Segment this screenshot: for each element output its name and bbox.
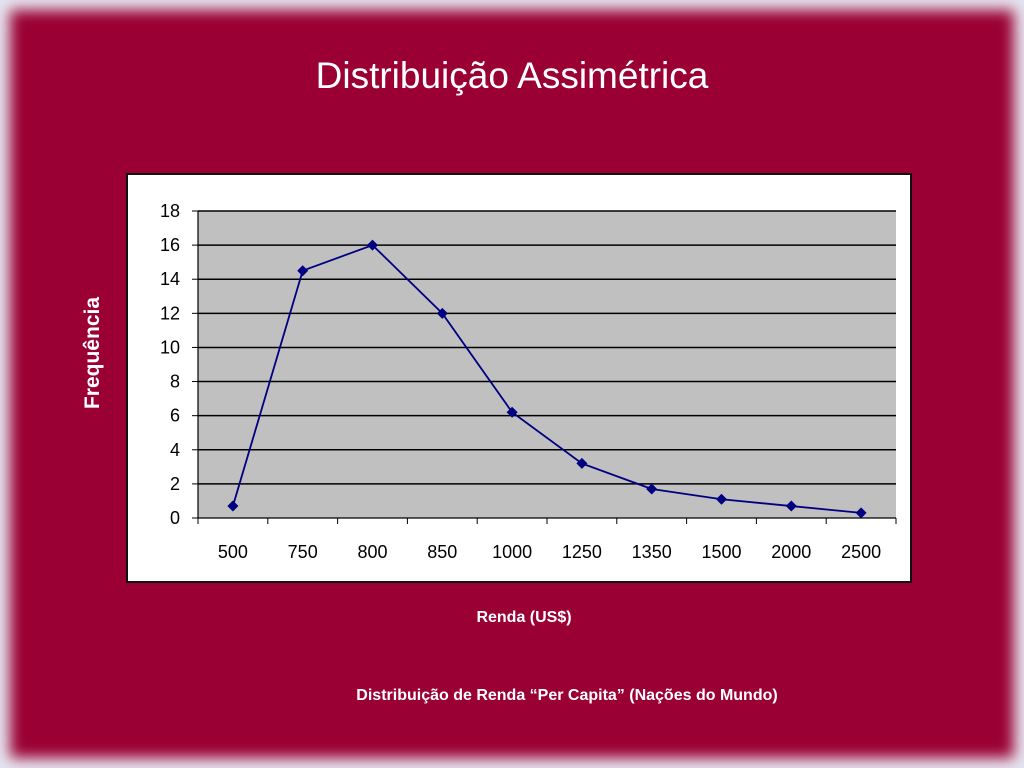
data-point-marker [785,500,797,512]
data-point-marker [297,265,309,277]
y-tick-label: 10 [160,337,180,357]
slide-title: Distribuição Assimétrica [315,55,709,96]
y-tick-label: 6 [170,406,180,426]
x-tick-label: 2500 [841,542,881,562]
gridlines [198,210,896,485]
y-tick-label: 8 [170,372,180,392]
series-group [227,239,867,519]
x-axis-label: Renda (US$) [476,609,572,626]
data-point-marker [506,406,518,418]
y-tick-label: 14 [160,269,180,289]
x-tick-label: 500 [218,542,248,562]
plot-area [198,211,896,518]
x-tick-label: 1350 [632,542,672,562]
y-axis-label: Frequência [81,296,104,410]
line-chart: 0 2 4 6 8 10 12 14 16 18 500 750 800 850 1000 1250 1350… [160,201,897,562]
data-point-marker [646,483,658,495]
x-tick-label: 1250 [562,542,602,562]
y-tick-label: 4 [170,440,180,460]
x-tick-label: 1000 [492,542,532,562]
series-line [232,244,862,514]
data-point-marker [855,507,867,519]
data-point-marker [367,239,378,251]
chart-container: 0 2 4 6 8 10 12 14 16 18 500 750 800 850 1000 1250 1350… [126,173,912,583]
data-point-marker [227,500,239,512]
x-tick-label: 800 [357,542,387,562]
x-tick-label: 2000 [771,542,811,562]
data-point-marker [436,307,448,319]
y-tick-label: 2 [170,474,180,494]
y-tick-label: 0 [170,508,180,528]
x-tick-label: 1500 [701,542,741,562]
axes [197,211,896,519]
x-axis-ticks: 500 750 800 850 1000 1250 1350 1500 2000 2500 [197,518,897,562]
x-tick-label: 850 [427,542,457,562]
y-axis-ticks: 0 2 4 6 8 10 12 14 16 18 [160,201,198,528]
y-tick-label: 12 [160,303,180,323]
data-point-marker [716,493,727,505]
x-tick-label: 750 [288,542,318,562]
slide-caption: Distribuição de Renda “Per Capita” (Naçõ… [356,687,778,704]
data-point-marker [576,457,588,469]
y-tick-label: 18 [160,201,180,221]
y-tick-label: 16 [160,235,180,255]
